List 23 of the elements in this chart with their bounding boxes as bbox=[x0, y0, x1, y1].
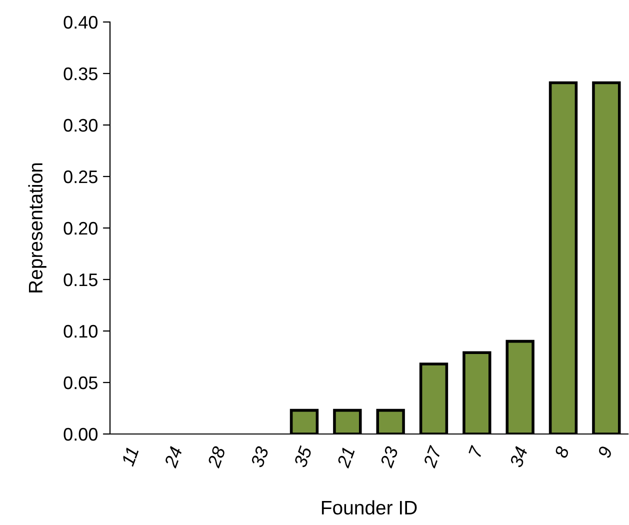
x-tick-label: 9 bbox=[597, 446, 613, 458]
x-tick-label: 33 bbox=[250, 445, 270, 468]
y-tick-label: 0.05 bbox=[64, 376, 98, 390]
y-tick-label: 0.30 bbox=[64, 118, 98, 132]
y-tick-label: 0.10 bbox=[64, 324, 98, 338]
y-tick-label: 0.35 bbox=[64, 67, 98, 80]
x-tick-label: 35 bbox=[294, 445, 312, 468]
y-tick-label: 0.00 bbox=[64, 428, 98, 441]
x-tick-label: 28 bbox=[206, 445, 226, 469]
y-axis-title: Representation bbox=[28, 163, 46, 292]
x-tick-label: 34 bbox=[509, 446, 528, 468]
x-tick-label: 21 bbox=[336, 446, 355, 469]
y-tick-label: 0.25 bbox=[64, 170, 98, 184]
x-tick-label: 7 bbox=[468, 444, 484, 458]
x-tick-label: 11 bbox=[121, 446, 139, 467]
x-axis-title: Founder ID bbox=[322, 500, 417, 515]
y-tick-label: 0.40 bbox=[64, 16, 98, 29]
x-tick-label: 8 bbox=[554, 445, 570, 459]
y-tick-label: 0.15 bbox=[64, 273, 98, 286]
x-tick-label: 23 bbox=[380, 445, 399, 469]
x-tick-label: 24 bbox=[164, 446, 182, 469]
y-tick-label: 0.20 bbox=[64, 222, 98, 235]
x-tick-label: 27 bbox=[422, 444, 442, 469]
